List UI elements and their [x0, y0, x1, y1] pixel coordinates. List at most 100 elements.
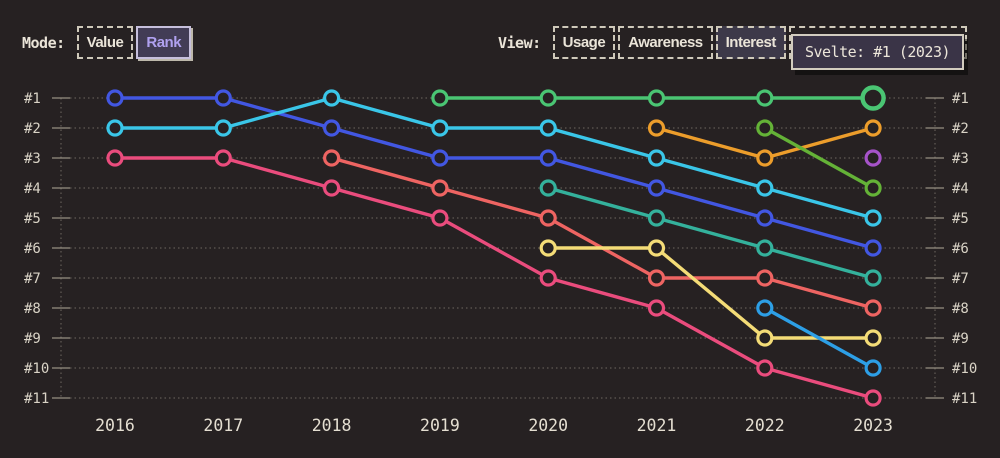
view-button-awareness[interactable]: Awareness	[618, 26, 713, 59]
series-line-cyan	[115, 96, 874, 220]
rank-label-right: #9	[952, 331, 969, 347]
rank-label-right: #11	[952, 391, 977, 407]
year-label: 2019	[420, 416, 460, 435]
rank-label-right: #7	[952, 271, 969, 287]
data-point[interactable]	[323, 179, 341, 197]
data-point[interactable]	[756, 269, 774, 287]
data-point[interactable]	[864, 119, 882, 137]
rank-label-left: #3	[24, 151, 41, 167]
data-point[interactable]	[539, 179, 557, 197]
data-point[interactable]	[323, 119, 341, 137]
chart-tooltip: Svelte: #1 (2023)	[791, 34, 965, 70]
view-button-interest[interactable]: Interest	[715, 26, 786, 59]
mode-label: Mode:	[22, 33, 65, 52]
data-point[interactable]	[864, 389, 882, 407]
year-label: 2021	[637, 416, 677, 435]
rank-label-left: #10	[24, 361, 49, 377]
rank-label-right: #10	[952, 361, 977, 377]
data-point[interactable]	[214, 89, 232, 107]
rank-label-left: #7	[24, 271, 41, 287]
rank-label-left: #2	[24, 121, 41, 137]
data-point[interactable]	[323, 89, 341, 107]
rank-label-left: #5	[24, 211, 41, 227]
data-point[interactable]	[431, 209, 449, 227]
data-point[interactable]	[756, 119, 774, 137]
rank-label-right: #5	[952, 211, 969, 227]
series-line-olive-green	[763, 126, 874, 190]
year-label: 2023	[853, 416, 893, 435]
data-point[interactable]	[756, 89, 774, 107]
data-point[interactable]	[539, 239, 557, 257]
data-point[interactable]	[756, 299, 774, 317]
rank-label-left: #4	[24, 181, 41, 197]
data-point[interactable]	[647, 269, 666, 287]
data-point[interactable]	[431, 119, 449, 137]
data-point[interactable]	[323, 149, 341, 167]
rank-label-right: #3	[952, 151, 969, 167]
year-label: 2018	[312, 416, 352, 435]
data-point[interactable]	[431, 89, 449, 107]
data-point[interactable]	[756, 329, 774, 347]
year-label: 2017	[203, 416, 243, 435]
data-point[interactable]	[864, 239, 882, 257]
rank-label-left: #8	[24, 301, 41, 317]
data-point[interactable]	[756, 179, 774, 197]
data-point[interactable]	[647, 209, 666, 227]
data-point[interactable]	[756, 209, 774, 227]
mode-button-value[interactable]: Value	[76, 26, 134, 59]
data-point[interactable]	[647, 239, 666, 257]
rank-label-right: #4	[952, 181, 969, 197]
data-point[interactable]	[756, 149, 774, 167]
data-point[interactable]	[106, 149, 124, 167]
view-button-usage[interactable]: Usage	[552, 26, 616, 59]
data-point-highlighted[interactable]	[860, 85, 886, 111]
data-point[interactable]	[106, 119, 124, 137]
view-label: View:	[498, 33, 541, 52]
series-line-pink	[115, 156, 874, 400]
series-line-royal-blue	[115, 96, 874, 250]
rank-label-left: #6	[24, 241, 41, 257]
data-point[interactable]	[864, 149, 882, 167]
data-point[interactable]	[864, 329, 882, 347]
data-point[interactable]	[864, 269, 882, 287]
data-point[interactable]	[539, 149, 557, 167]
data-point[interactable]	[539, 89, 557, 107]
data-point[interactable]	[647, 89, 666, 107]
mode-button-rank[interactable]: Rank	[136, 26, 192, 59]
year-label: 2016	[95, 416, 135, 435]
data-point[interactable]	[539, 269, 557, 287]
rank-label-right: #8	[952, 301, 969, 317]
data-point[interactable]	[864, 299, 882, 317]
data-point[interactable]	[864, 179, 882, 197]
data-point[interactable]	[431, 179, 449, 197]
data-point[interactable]	[431, 149, 449, 167]
data-point[interactable]	[214, 119, 232, 137]
data-point[interactable]	[756, 239, 774, 257]
rank-label-right: #6	[952, 241, 969, 257]
year-label: 2020	[528, 416, 568, 435]
data-point[interactable]	[756, 359, 774, 377]
data-point[interactable]	[539, 119, 557, 137]
data-point[interactable]	[106, 89, 124, 107]
data-point[interactable]	[539, 209, 557, 227]
data-point[interactable]	[864, 359, 882, 377]
rank-label-left: #11	[24, 391, 49, 407]
mode-toggle-group: Mode: Value Rank	[22, 26, 192, 59]
rank-label-right: #2	[952, 121, 969, 137]
year-label: 2022	[745, 416, 785, 435]
rank-label-left: #1	[24, 91, 41, 107]
data-point[interactable]	[214, 149, 232, 167]
data-point[interactable]	[647, 149, 666, 167]
rank-label-left: #9	[24, 331, 41, 347]
view-toggle-group: View: Usage Awareness Interest ty	[498, 26, 967, 59]
series-line-dodger-blue	[763, 306, 874, 370]
series-line-teal	[547, 186, 874, 280]
data-point[interactable]	[864, 209, 882, 227]
rank-label-right: #1	[952, 91, 969, 107]
data-point[interactable]	[647, 299, 666, 317]
data-point[interactable]	[647, 119, 666, 137]
data-point[interactable]	[647, 179, 666, 197]
series-line-coral	[331, 156, 874, 310]
